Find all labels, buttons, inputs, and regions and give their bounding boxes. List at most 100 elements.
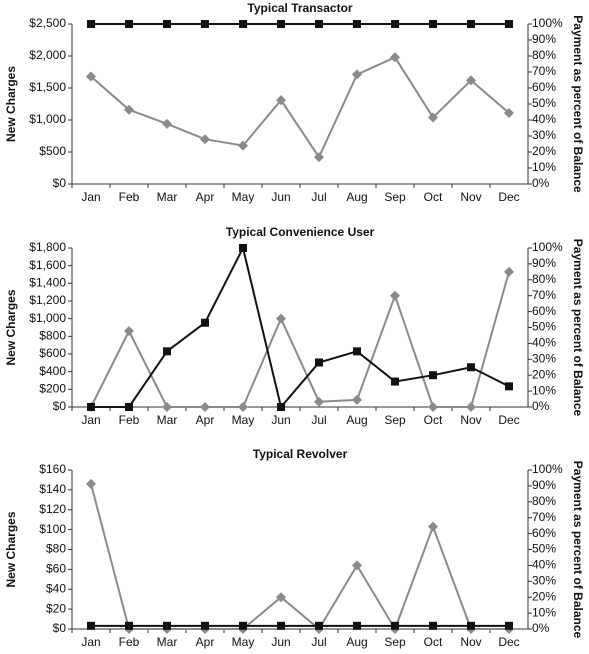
marker bbox=[162, 402, 172, 412]
marker bbox=[86, 71, 96, 82]
y2-axis-label: Payment as percent of Balance bbox=[571, 461, 585, 639]
x-tick-label: Feb bbox=[119, 190, 140, 204]
marker bbox=[201, 621, 209, 630]
marker bbox=[391, 621, 399, 630]
series-line bbox=[90, 56, 510, 160]
y-tick-label: $0 bbox=[53, 399, 67, 413]
marker bbox=[314, 396, 324, 407]
y2-tick-label: 60% bbox=[532, 80, 556, 94]
marker bbox=[391, 20, 399, 28]
x-tick-label: Dec bbox=[498, 413, 519, 427]
marker bbox=[238, 140, 248, 151]
y-tick-label: $1,200 bbox=[29, 293, 66, 307]
y-tick-label: $1,500 bbox=[29, 80, 66, 94]
x-tick-label: Oct bbox=[424, 635, 443, 649]
marker bbox=[277, 20, 285, 28]
y-tick-label: $600 bbox=[39, 346, 66, 360]
y2-tick-label: 20% bbox=[532, 589, 556, 603]
marker bbox=[276, 95, 286, 106]
marker bbox=[504, 266, 514, 277]
marker bbox=[239, 244, 247, 252]
y-tick-label: $1,400 bbox=[29, 276, 66, 290]
y2-tick-label: 60% bbox=[532, 304, 556, 318]
series-line bbox=[90, 483, 509, 632]
marker bbox=[390, 290, 400, 301]
y-tick-label: $120 bbox=[39, 502, 66, 516]
marker bbox=[163, 347, 171, 356]
x-tick-label: Jun bbox=[271, 635, 290, 649]
y2-tick-label: 10% bbox=[532, 160, 556, 174]
y2-tick-label: 30% bbox=[532, 351, 556, 365]
series-line bbox=[91, 245, 510, 410]
y-tick-label: $0 bbox=[53, 176, 67, 190]
x-tick-label: Aug bbox=[346, 635, 367, 649]
marker bbox=[125, 20, 133, 28]
x-tick-label: Dec bbox=[498, 190, 519, 204]
y-axis-label: New Charges bbox=[4, 289, 18, 365]
x-tick-label: Dec bbox=[498, 635, 519, 649]
marker bbox=[239, 20, 247, 28]
y2-tick-label: 90% bbox=[532, 256, 556, 270]
y2-tick-label: 30% bbox=[532, 573, 556, 587]
chart-title: Typical Transactor bbox=[247, 1, 352, 15]
x-tick-label: Apr bbox=[196, 635, 215, 649]
marker bbox=[276, 313, 286, 324]
x-tick-label: Jan bbox=[81, 635, 100, 649]
y-tick-label: $1,000 bbox=[29, 311, 66, 325]
y2-tick-label: 0% bbox=[532, 399, 550, 413]
y-tick-label: $200 bbox=[39, 382, 66, 396]
marker bbox=[429, 20, 437, 28]
y-axis-label: New Charges bbox=[4, 66, 18, 142]
marker bbox=[505, 621, 513, 630]
y2-tick-label: 100% bbox=[532, 16, 563, 30]
marker bbox=[315, 621, 323, 630]
y-tick-label: $1,600 bbox=[29, 258, 66, 272]
marker bbox=[467, 363, 475, 372]
y2-tick-label: 40% bbox=[532, 336, 556, 350]
marker bbox=[125, 403, 133, 411]
marker bbox=[124, 326, 134, 337]
marker bbox=[352, 69, 362, 80]
x-tick-label: May bbox=[232, 413, 255, 427]
marker bbox=[276, 592, 286, 603]
x-tick-label: Sep bbox=[384, 190, 406, 204]
y2-tick-label: 80% bbox=[532, 494, 556, 508]
y2-tick-label: 90% bbox=[532, 32, 556, 46]
x-tick-label: Jan bbox=[81, 190, 100, 204]
y2-tick-label: 20% bbox=[532, 367, 556, 381]
x-tick-label: Jul bbox=[311, 190, 326, 204]
marker bbox=[429, 371, 437, 380]
marker bbox=[315, 358, 323, 367]
y2-tick-label: 90% bbox=[532, 478, 556, 492]
marker bbox=[124, 104, 134, 115]
marker bbox=[200, 134, 210, 145]
y2-tick-label: 100% bbox=[532, 462, 563, 476]
y2-tick-label: 80% bbox=[532, 48, 556, 62]
marker bbox=[391, 377, 399, 386]
x-tick-label: Sep bbox=[384, 413, 406, 427]
y-tick-label: $2,000 bbox=[29, 48, 66, 62]
x-tick-label: Oct bbox=[424, 413, 443, 427]
y2-tick-label: 100% bbox=[532, 240, 563, 254]
x-tick-label: Apr bbox=[196, 190, 215, 204]
marker bbox=[201, 20, 209, 28]
y-tick-label: $160 bbox=[39, 462, 66, 476]
x-tick-label: Mar bbox=[157, 413, 178, 427]
y2-axis-label: Payment as percent of Balance bbox=[571, 15, 585, 193]
x-tick-label: Feb bbox=[119, 413, 140, 427]
y2-tick-label: 50% bbox=[532, 542, 556, 556]
y2-tick-label: 50% bbox=[532, 320, 556, 334]
marker bbox=[353, 621, 361, 630]
x-tick-label: Sep bbox=[384, 635, 406, 649]
y2-tick-label: 50% bbox=[532, 96, 556, 110]
marker bbox=[314, 152, 324, 163]
x-tick-label: Mar bbox=[157, 635, 178, 649]
marker bbox=[315, 20, 323, 28]
marker bbox=[87, 621, 95, 630]
x-tick-label: May bbox=[232, 190, 255, 204]
marker bbox=[87, 403, 95, 411]
marker bbox=[162, 118, 172, 129]
marker bbox=[428, 402, 438, 412]
x-tick-label: Jul bbox=[311, 413, 326, 427]
x-tick-label: Oct bbox=[424, 190, 443, 204]
